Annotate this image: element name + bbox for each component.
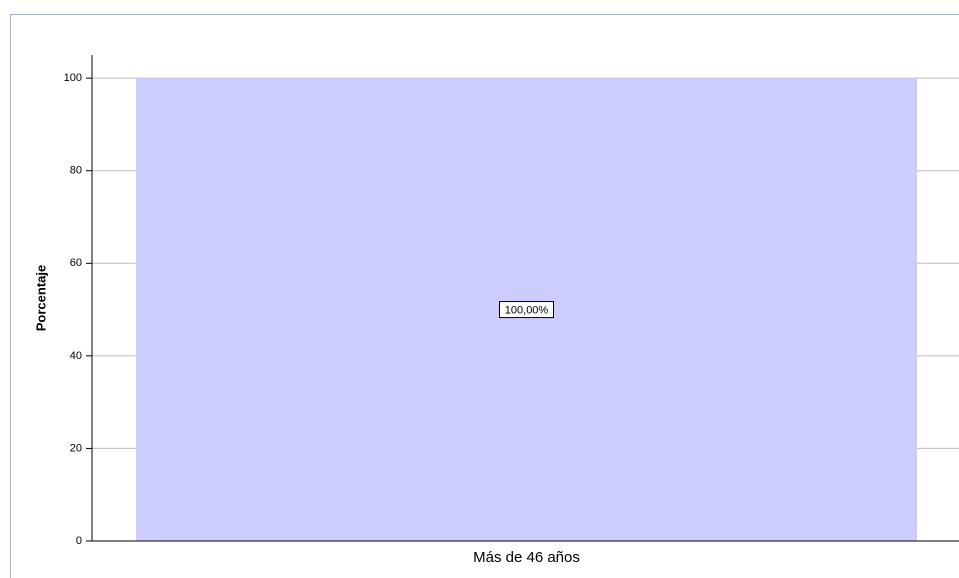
y-tick-label: 60 [70, 257, 82, 269]
y-tick-label: 0 [76, 535, 82, 547]
data-label-box [499, 301, 554, 319]
y-tick-label: 100 [64, 72, 82, 84]
data-label: 100,00% [505, 304, 549, 316]
y-tick-label: 80 [70, 165, 82, 177]
y-tick-label: 20 [70, 442, 82, 454]
x-tick-label: Más de 46 años [473, 549, 580, 566]
y-tick-label: 40 [70, 350, 82, 362]
y-axis-label: Porcentaje [33, 265, 48, 331]
